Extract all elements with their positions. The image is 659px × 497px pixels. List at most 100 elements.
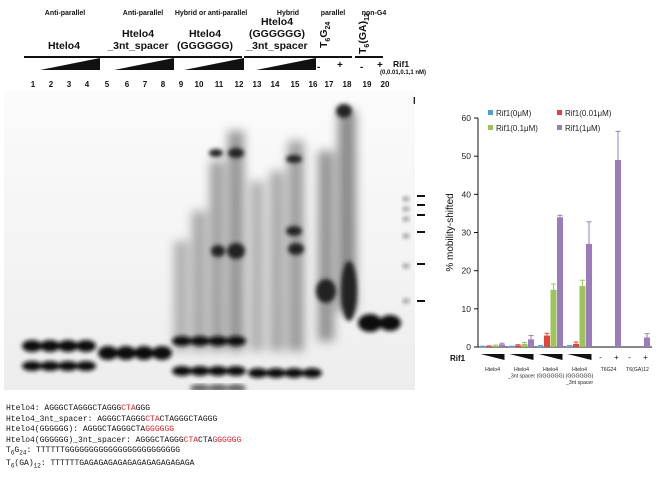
label-sub: 6 [364, 43, 372, 48]
y-axis-label: % mobility-shifted [445, 193, 456, 271]
x-category-label: T6G24 [601, 367, 617, 373]
sequence-part: AGGGCTAGGG [97, 414, 146, 424]
marker-label: M [413, 96, 415, 107]
bar [557, 217, 563, 347]
plus-sign: + [377, 60, 383, 71]
y-tick-label: 10 [462, 304, 472, 314]
minus-sign: - [360, 62, 364, 73]
group-underline [355, 56, 383, 58]
x-category-label: (GGGGGG) [566, 374, 594, 380]
y-tick-label: 30 [462, 228, 472, 238]
label-sub: 24 [325, 21, 333, 30]
group-label-line: Htelo4 [47, 40, 81, 52]
legend-swatch [557, 110, 562, 115]
legend-swatch [488, 125, 493, 130]
sequence-name: Htelo4: [6, 404, 45, 413]
wedge-htelo4-g6 [184, 58, 244, 70]
sequence-row: Htelo4(GGGGGG): AGGGCTAGGGCTAGGGGGG [6, 425, 241, 436]
x-category-label: (GGGGGG) [537, 374, 565, 380]
legend-label: Rif1(0.1μM) [496, 124, 538, 133]
group-underline [170, 56, 242, 58]
chart-legend: Rif1(0μM) Rif1(0.01μM) Rif1(0.1μM) Rif1(1μM… [488, 109, 612, 133]
bar-chart: 0 10 20 30 40 50 60 % mobility-shifted Rif1(0μM… [445, 109, 652, 386]
bottom-bands [190, 384, 246, 390]
group-label-line: Htelo4 [121, 28, 155, 40]
lane-number: 8 [160, 80, 166, 89]
marker-ticks [417, 195, 425, 302]
x-category-label: _3nt spacer [507, 374, 535, 380]
group-label-line: (GGGGGG) [177, 40, 233, 52]
x-wedge [509, 354, 534, 360]
sequence-part: GGGGGG [145, 425, 175, 434]
lane-number: 18 [342, 80, 352, 89]
sequence-part: GGGGGG [212, 435, 242, 445]
sequence-row: Htelo4(GGGGGG)_3nt_spacer: AGGGCTAGGGCTA… [6, 436, 241, 447]
condition-label: Hybrid [276, 10, 300, 17]
x-wedge [480, 354, 505, 360]
sequence-list: Htelo4: AGGGCTAGGG CTAGGGCTAGGG Htelo4_3n… [6, 404, 241, 472]
legend-swatch [488, 110, 493, 115]
bar [515, 345, 521, 347]
condition-label: Anti-parallel [44, 10, 86, 17]
group-label-line: _3nt_spacer [246, 40, 308, 52]
bar [566, 346, 573, 347]
sequence-part: AGGGCTAGGGCTA [82, 425, 146, 434]
concentration-wedges [40, 58, 316, 70]
legend-swatch [557, 125, 562, 130]
x-plus: + [643, 353, 648, 362]
bar [492, 345, 499, 347]
bar [537, 346, 544, 347]
lane-number: 17 [324, 80, 334, 89]
wedge-htelo4-3nt [114, 58, 174, 70]
x-category-label: Htelo4 [572, 367, 587, 373]
bar [573, 343, 579, 347]
y-tick-label: 0 [466, 342, 471, 352]
group-label-line: _3nt_spacer [107, 40, 169, 52]
group-underline [244, 56, 316, 58]
sequence-part: CTA [198, 435, 213, 445]
lane-number: 20 [380, 80, 390, 89]
group-label-line: (GGGGGG) [249, 28, 305, 40]
gel-image: M [4, 91, 415, 390]
chart-bars [479, 130, 650, 348]
bar [528, 339, 534, 347]
sequence-row: Htelo4_3nt_spacer: AGGGCTAGGGCTACTAGGGCT… [6, 415, 241, 426]
x-minus: - [599, 353, 602, 362]
group-underline [24, 56, 102, 58]
lane-number: 3 [66, 80, 72, 89]
lane-number: 6 [124, 80, 130, 89]
lane-numbers: 1 2 3 4 5 6 7 8 9 10 11 12 13 14 15 16 1… [24, 80, 394, 90]
sequence-part: CTA [121, 404, 136, 413]
y-tick-label: 40 [462, 189, 472, 199]
x-category-label: Htelo4 [543, 367, 558, 373]
sequence-part: TTTTTTGGGGGGGGGGGGGGGGGGGGGGGG [36, 446, 181, 455]
lane-number: 19 [362, 80, 372, 89]
plus-sign: + [337, 60, 343, 71]
condition-label: parallel [320, 10, 346, 17]
lane-number: 16 [308, 80, 318, 89]
x-category-label: Htelo4 [485, 367, 500, 373]
main-bands [22, 314, 401, 378]
bar [521, 343, 528, 347]
group-label-htelo4: Htelo4 [24, 40, 104, 52]
group-underline [98, 56, 178, 58]
lane-smears [174, 111, 356, 351]
sequence-part: CTAGGGCTAGGG [159, 414, 218, 424]
sequence-part: AGGGCTAGGG [135, 435, 184, 445]
y-tick-label: 50 [462, 151, 472, 161]
lane-number: 9 [178, 80, 184, 89]
condition-label: Hybrid or anti-parallel [174, 10, 248, 17]
group-label-line: Htelo4 [260, 16, 294, 28]
bar [615, 159, 621, 347]
lane-number: 13 [252, 80, 262, 89]
group-underline [314, 56, 352, 58]
rif1-concentration: (0,0.01,0.1,1 nM) [380, 70, 427, 76]
lane-number: 7 [142, 80, 148, 89]
sequence-part: TTTTTTGAGAGAGAGAGAGAGAGAGAGAGA [50, 459, 195, 469]
bar [508, 346, 515, 348]
bar [479, 346, 486, 348]
legend-label: Rif1(0.01μM) [565, 109, 612, 118]
shifted-bands [209, 104, 357, 321]
bar [499, 344, 505, 347]
minus-sign: - [317, 62, 321, 73]
